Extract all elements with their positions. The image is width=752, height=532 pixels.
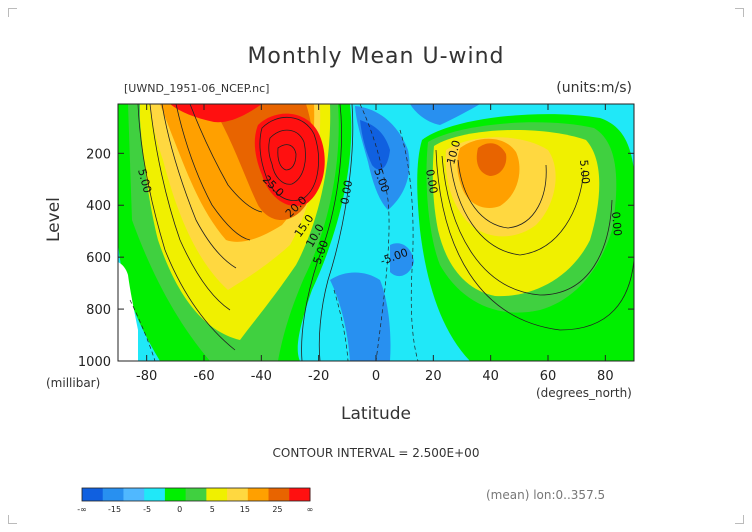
fill-band xyxy=(170,104,262,123)
fill-band xyxy=(390,243,414,277)
chart-title: Monthly Mean U-wind xyxy=(247,44,505,69)
colorbar-swatch xyxy=(268,488,290,501)
colorbar-label: 5 xyxy=(210,505,215,514)
fill-band xyxy=(360,120,390,170)
colorbar-swatch xyxy=(227,488,249,501)
contour-label: 0.00 xyxy=(423,168,440,194)
y-tick-label: 200 xyxy=(86,147,111,162)
x-tick-label: -80 xyxy=(136,369,157,384)
units-label: (units:m/s) xyxy=(556,80,632,96)
x-tick-label: 60 xyxy=(540,369,557,384)
contour-line xyxy=(435,149,634,331)
fill-band xyxy=(410,104,480,125)
colorbar-label: -15 xyxy=(108,505,121,514)
x-tick-label: 40 xyxy=(482,369,499,384)
corner-mark xyxy=(735,8,744,17)
colorbar-label: -∞ xyxy=(77,505,87,514)
x-tick-label: -60 xyxy=(193,369,214,384)
y-tick-label: 400 xyxy=(86,199,111,214)
contour-line xyxy=(149,104,231,311)
y-tick-label: 800 xyxy=(86,303,111,318)
colorbar-label: -5 xyxy=(143,505,151,514)
contour-line xyxy=(441,155,613,296)
contour-line xyxy=(189,104,263,213)
colorbar: -∞ -15 -5 0 5 15 25 ∞ xyxy=(77,487,314,514)
colorbar-swatch xyxy=(289,488,311,501)
fill-band xyxy=(476,143,507,176)
contour-line xyxy=(259,116,319,201)
x-tick-label: -40 xyxy=(251,369,272,384)
x-axis-unit: (degrees_north) xyxy=(536,386,632,400)
filled-contours xyxy=(118,104,634,361)
colorbar-label: 15 xyxy=(240,505,250,514)
contour-line xyxy=(399,129,419,361)
x-tick-label: 20 xyxy=(425,369,442,384)
fill-band xyxy=(118,262,138,361)
x-axis-label: Latitude xyxy=(341,404,411,424)
contour-line xyxy=(449,159,585,256)
contour-line xyxy=(318,104,354,361)
colorbar-frame xyxy=(81,487,311,502)
colorbar-swatch xyxy=(247,488,270,501)
contour-line xyxy=(129,299,156,361)
colorbar-swatch xyxy=(102,488,124,501)
contour-label: 5.00 xyxy=(577,159,592,185)
x-tick-label: 80 xyxy=(597,369,614,384)
colorbar-label: 0 xyxy=(177,505,182,514)
contour-lines xyxy=(137,104,634,361)
axes: -80 -60 -40 -20 0 20 40 60 80 200 400 600 800 1000 xyxy=(78,104,634,384)
corner-mark xyxy=(8,8,17,17)
contour-line xyxy=(457,159,547,229)
colorbar-label: ∞ xyxy=(307,505,314,514)
y-axis-unit: (millibar) xyxy=(46,376,101,390)
contour-label: 0.00 xyxy=(338,179,355,205)
contour-line xyxy=(333,289,349,361)
contour-label: 10.0 xyxy=(444,139,463,166)
x-tick-label: 0 xyxy=(372,369,380,384)
fill-band xyxy=(254,113,325,207)
contour-label: 5.00 xyxy=(135,167,154,194)
contour-interval: CONTOUR INTERVAL = 2.500E+00 xyxy=(272,446,480,460)
contour-line xyxy=(175,104,251,241)
colorbar-swatch xyxy=(144,488,166,501)
corner-mark xyxy=(735,515,744,524)
contour-line xyxy=(277,144,297,171)
y-tick-label: 600 xyxy=(86,251,111,266)
colorbar-swatch xyxy=(164,488,187,501)
contour-line xyxy=(137,104,236,351)
mean-annotation: (mean) lon:0..357.5 xyxy=(486,488,606,502)
contour-line xyxy=(359,104,390,361)
y-tick-label: 1000 xyxy=(78,355,111,370)
colorbar-swatch xyxy=(123,488,145,501)
fill-band xyxy=(330,272,391,361)
contour-line xyxy=(161,104,237,269)
contour-label: 0.00 xyxy=(609,211,624,237)
negative-contours xyxy=(129,104,419,361)
contour-line xyxy=(268,129,306,185)
colorbar-label: 25 xyxy=(272,505,282,514)
corner-mark xyxy=(8,515,17,524)
colorbar-swatch xyxy=(82,488,104,501)
source-label: [UWND_1951-06_NCEP.nc] xyxy=(124,82,270,95)
contour-labels: 5.00 25.0 20.0 15.0 10.0 5.00 0.00 5.00 … xyxy=(135,139,624,268)
x-tick-label: -20 xyxy=(308,369,329,384)
contour-line xyxy=(301,104,342,361)
colorbar-swatch xyxy=(185,488,207,501)
colorbar-swatch xyxy=(206,488,228,501)
